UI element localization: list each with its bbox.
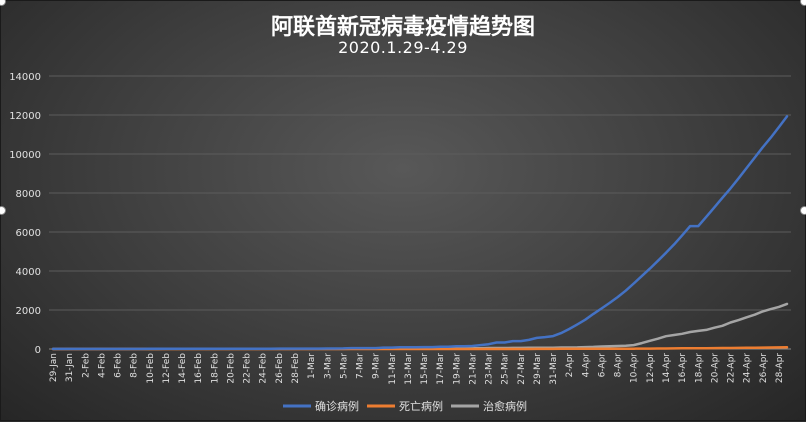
x-tick-label: 6-Feb <box>114 353 124 378</box>
x-tick-label: 27-Mar <box>517 353 527 385</box>
resize-handle-right[interactable] <box>800 206 806 215</box>
series-line-3 <box>51 302 789 351</box>
resize-handle-top-right[interactable] <box>800 0 806 6</box>
x-tick-label: 10-Feb <box>146 353 156 384</box>
x-tick-label: 14-Feb <box>178 353 188 384</box>
x-tick-label: 17-Mar <box>436 353 446 385</box>
x-tick-label: 7-Mar <box>356 353 366 379</box>
x-tick-label: 8-Feb <box>130 353 140 378</box>
x-tick-label: 12-Feb <box>162 353 172 384</box>
x-tick-label: 12-Apr <box>646 353 656 383</box>
x-tick-label: 5-Mar <box>339 353 349 379</box>
x-tick-label: 18-Apr <box>694 353 704 383</box>
legend-label: 治愈病例 <box>483 399 527 413</box>
x-tick-label: 26-Feb <box>275 353 285 384</box>
x-tick-label: 24-Feb <box>259 353 269 384</box>
x-tick-label: 23-Mar <box>485 353 495 385</box>
y-tick-label: 12000 <box>9 111 41 122</box>
y-tick-label: 2000 <box>16 306 41 317</box>
x-tick-label: 22-Apr <box>727 353 737 383</box>
x-tick-label: 1-Mar <box>307 353 317 379</box>
x-tick-label: 29-Jan <box>49 353 59 382</box>
x-tick-label: 11-Mar <box>388 353 398 385</box>
chart-subtitle: 2020.1.29-4.29 <box>338 38 468 57</box>
x-tick-label: 9-Mar <box>372 353 382 379</box>
x-tick-label: 3-Mar <box>323 353 333 379</box>
x-tick-label: 26-Apr <box>759 353 769 383</box>
chart-title: 阿联酋新冠病毒疫情趋势图 <box>270 15 535 40</box>
legend-label: 死亡病例 <box>399 399 443 413</box>
x-tick-label: 14-Apr <box>662 353 672 383</box>
x-tick-label: 28-Apr <box>775 353 785 383</box>
x-tick-label: 16-Feb <box>194 353 204 384</box>
y-tick-label: 10000 <box>9 150 41 161</box>
x-tick-label: 22-Feb <box>243 353 253 384</box>
x-tick-label: 25-Mar <box>501 353 511 385</box>
x-tick-label: 19-Mar <box>452 353 462 385</box>
legend-label: 确诊病例 <box>315 399 359 413</box>
x-tick-label: 24-Apr <box>743 353 753 383</box>
x-tick-label: 31-Jan <box>65 353 75 382</box>
x-tick-label: 2-Apr <box>565 353 575 378</box>
y-tick-label: 14000 <box>9 72 41 83</box>
y-tick-label: 4000 <box>16 267 41 278</box>
x-tick-label: 15-Mar <box>420 353 430 385</box>
x-tick-label: 20-Apr <box>710 353 720 383</box>
x-tick-label: 2-Feb <box>81 353 91 378</box>
x-tick-label: 20-Feb <box>226 353 236 384</box>
resize-handle-left[interactable] <box>0 206 6 215</box>
x-tick-label: 18-Feb <box>210 353 220 384</box>
y-tick-label: 0 <box>35 345 41 356</box>
x-tick-label: 8-Apr <box>614 353 624 378</box>
x-tick-label: 31-Mar <box>549 353 559 385</box>
y-tick-label: 6000 <box>16 228 41 239</box>
x-tick-label: 13-Mar <box>404 353 414 385</box>
x-tick-label: 29-Mar <box>533 353 543 385</box>
x-tick-label: 16-Apr <box>678 353 688 383</box>
series-line-1 <box>51 115 789 351</box>
x-tick-label: 4-Feb <box>97 353 107 378</box>
x-tick-label: 10-Apr <box>630 353 640 383</box>
x-tick-label: 21-Mar <box>468 353 478 385</box>
resize-handle-top-left[interactable] <box>0 0 6 6</box>
x-tick-label: 6-Apr <box>597 353 607 378</box>
y-tick-label: 8000 <box>16 189 41 200</box>
x-tick-label: 4-Apr <box>581 353 591 378</box>
x-tick-label: 28-Feb <box>291 353 301 384</box>
